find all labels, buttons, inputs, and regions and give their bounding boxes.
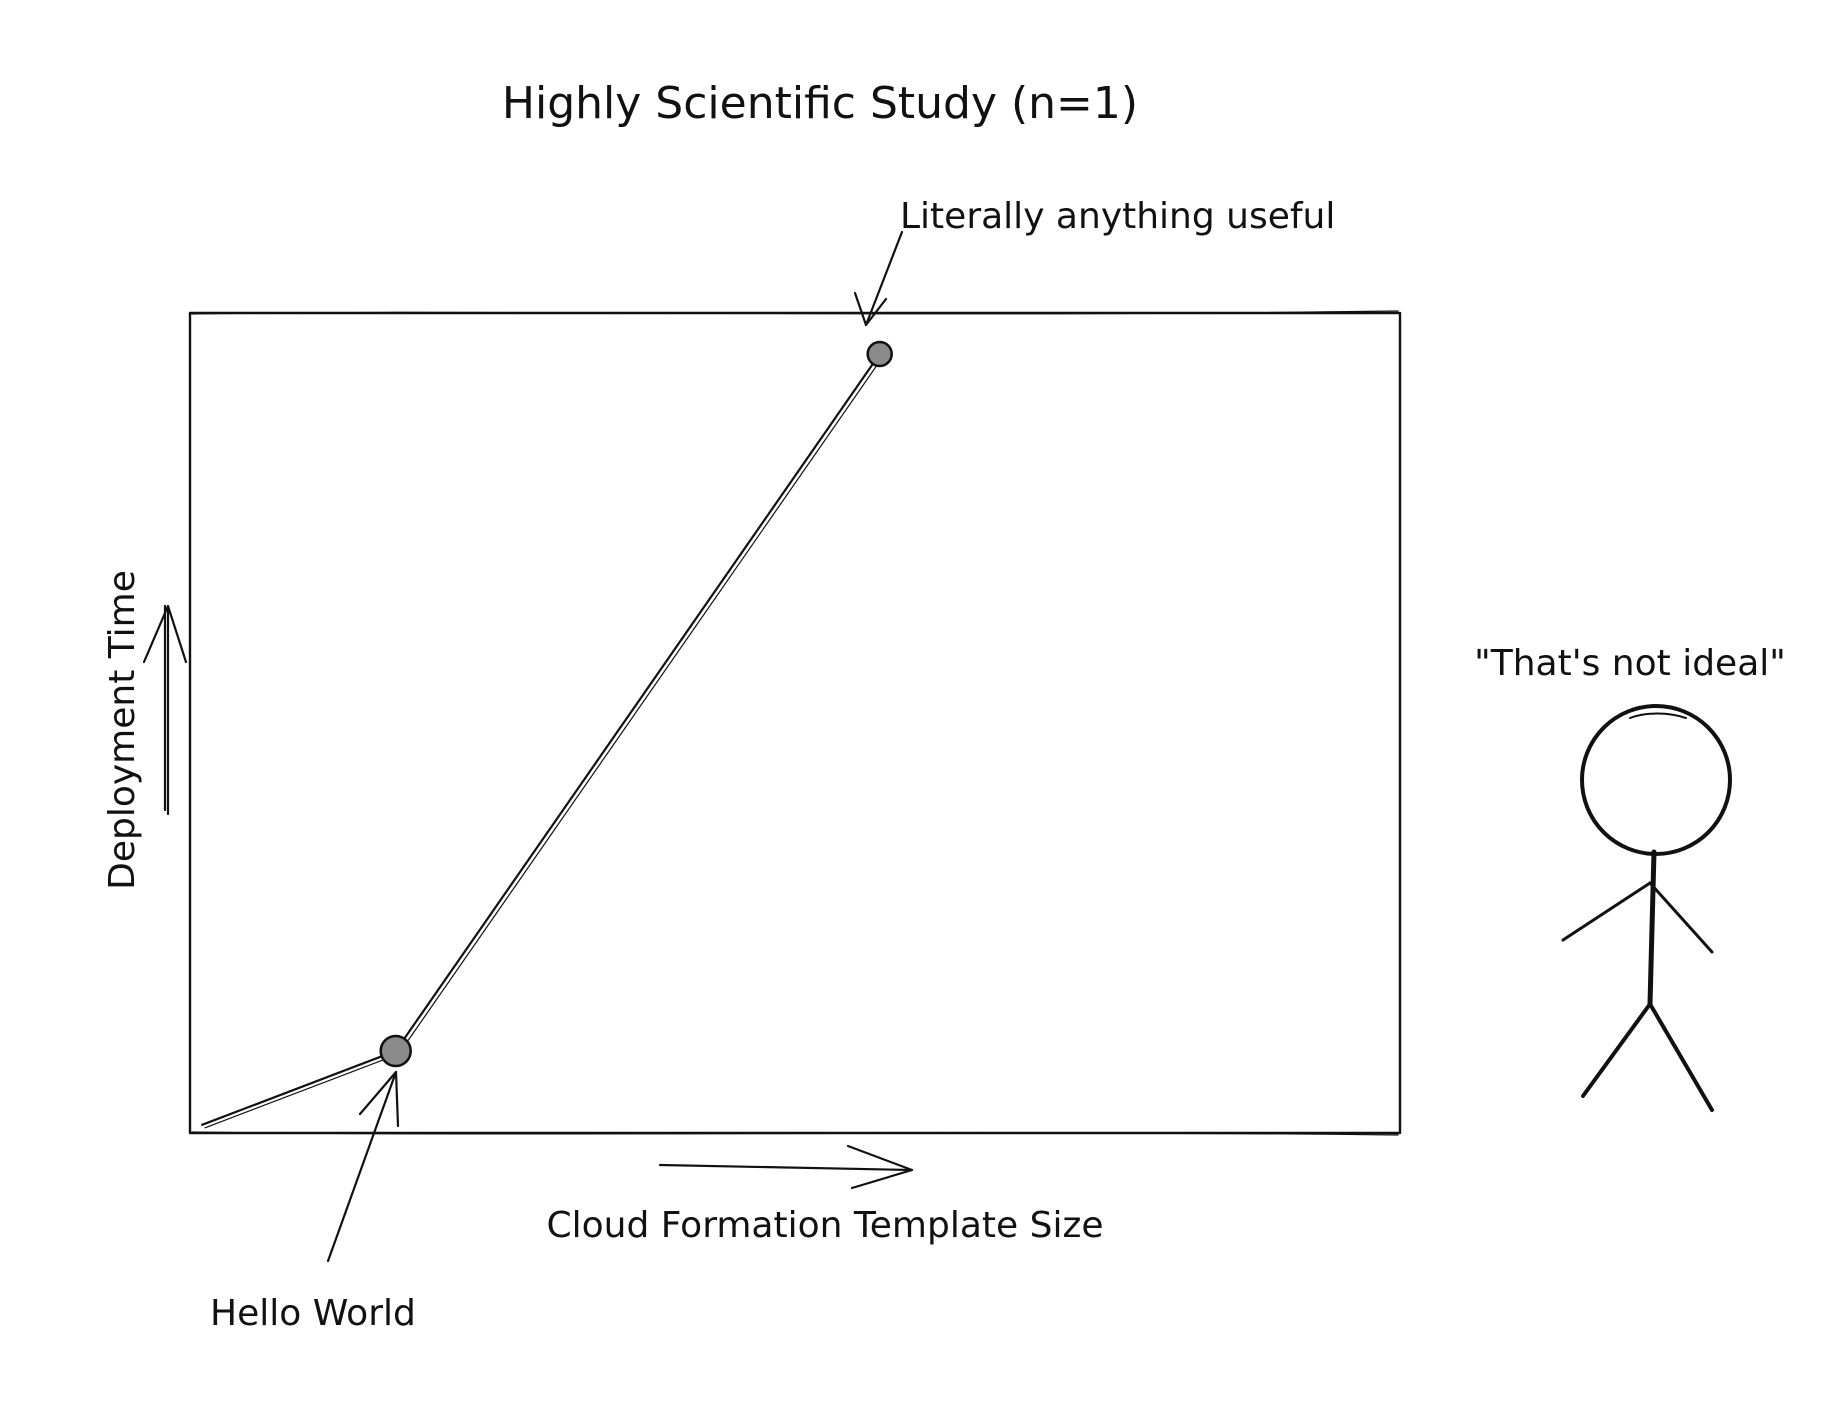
stick-figure [1561,704,1732,1112]
y-axis-label: Deployment Time [102,570,143,890]
chart-title: Highly Scientific Study (n=1) [502,78,1138,129]
annotation-hello: Hello World [210,1293,416,1334]
x-axis-label: Cloud Formation Template Size [546,1205,1103,1246]
annotation-hello-arrowhead [358,1070,400,1128]
side-note: "That's not ideal" [1474,643,1786,684]
annotation-useful-arrow [864,230,904,327]
stick-figure-body [1647,849,1657,1007]
annotation-useful-arrowhead [853,291,888,327]
stick-figure-hair [1629,712,1687,719]
annotation-useful: Literally anything useful [900,196,1335,237]
series-layer [201,340,893,1129]
y-axis-arrowhead [142,604,188,664]
y-axis-group: Deployment Time [102,570,143,890]
series-line [201,352,881,1126]
annotation-hello-arrow [326,1070,398,1263]
y-axis-arrow [163,604,170,816]
plot-frame-sketch-top [191,310,1399,315]
data-point-hello-world [379,1034,412,1068]
stick-figure-head [1580,704,1732,856]
data-point-useful [866,340,893,368]
x-axis-arrow [658,1163,914,1172]
plot-frame [188,311,1402,1135]
series-line-sketch [204,356,884,1129]
x-axis-arrowhead [846,1144,914,1190]
plot-frame-sketch-bottom [191,1131,1399,1136]
stick-figure-left-leg [1581,1002,1652,1098]
stick-figure-left-arm [1561,881,1652,942]
stick-figure-right-arm [1648,881,1714,954]
stick-figure-right-leg [1648,1002,1714,1112]
